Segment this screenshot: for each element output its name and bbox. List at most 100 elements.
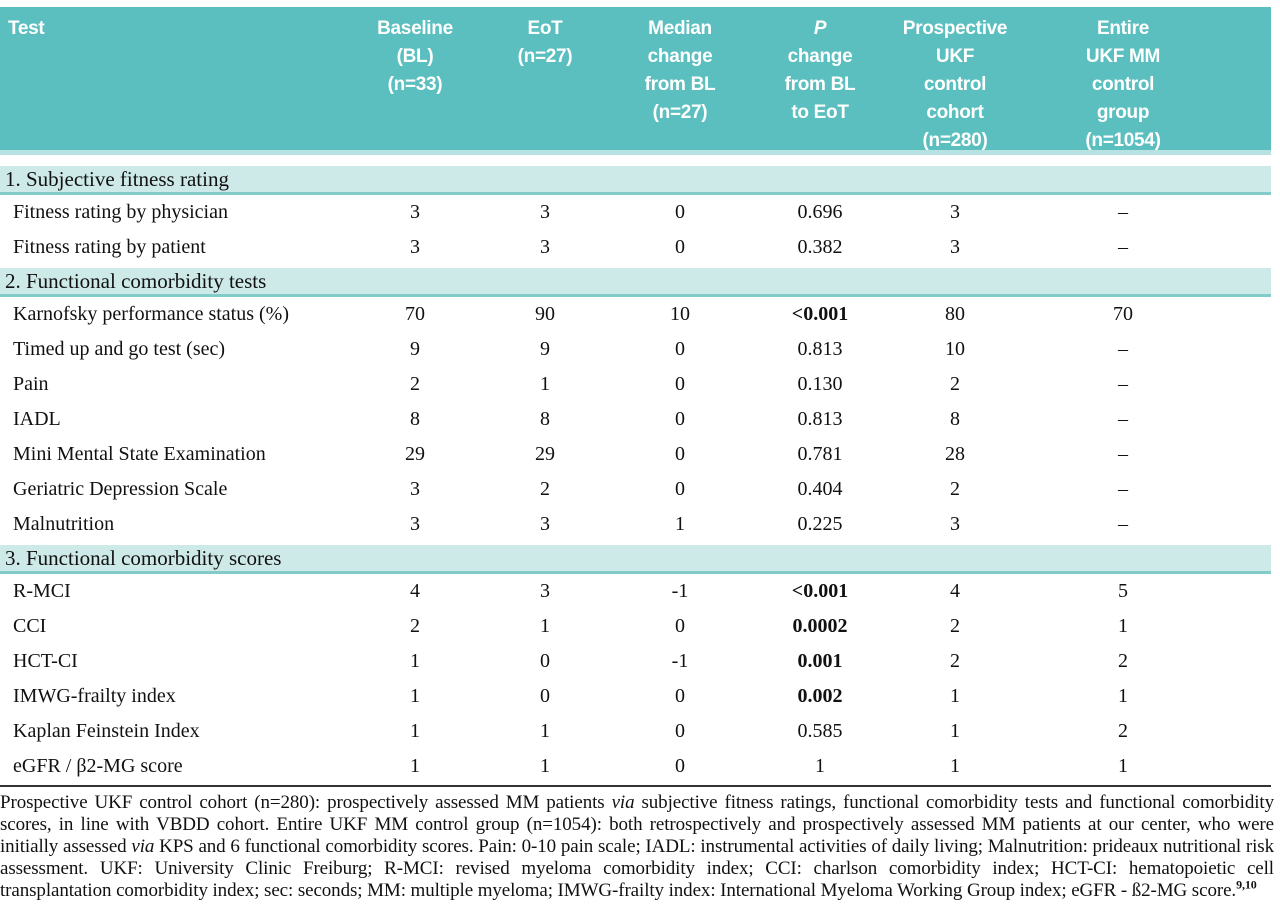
value-cell: 1 [410, 685, 420, 707]
value-cell: 2 [410, 373, 420, 395]
table-row: IMWG-frailty index 1 0 0 0.002 1 1 [0, 679, 1271, 714]
value-cell: 0 [675, 443, 685, 465]
value-cell: – [1118, 443, 1128, 465]
footnote-text: 9,10 [1236, 877, 1257, 892]
table-row: Kaplan Feinstein Index 1 1 0 0.585 1 2 [0, 714, 1271, 749]
p-value-cell: 0.781 [797, 443, 843, 465]
value-cell: 3 [410, 201, 420, 223]
value-cell: 0 [675, 236, 685, 258]
value-cell: 1 [950, 685, 960, 707]
value-cell: 29 [405, 443, 425, 465]
value-cell: 2 [1118, 650, 1128, 672]
value-cell: 0 [675, 338, 685, 360]
row-label: Geriatric Depression Scale [13, 478, 228, 500]
p-value-cell: 0.696 [797, 201, 843, 223]
value-cell: 1 [540, 615, 550, 637]
value-cell: 5 [1118, 580, 1128, 602]
value-cell: 3 [410, 478, 420, 500]
value-cell: 90 [535, 303, 555, 325]
value-cell: 1 [1118, 685, 1128, 707]
value-cell: 3 [410, 513, 420, 535]
value-cell: 2 [950, 478, 960, 500]
value-cell: 2 [950, 373, 960, 395]
footnote-text: via [611, 792, 635, 813]
footnote-text: via [131, 836, 155, 857]
value-cell: 1 [540, 373, 550, 395]
value-cell: 4 [410, 580, 420, 602]
value-cell: 0 [675, 478, 685, 500]
table-bottom-border [0, 785, 1271, 787]
table-row: CCI 2 1 0 0.0002 2 1 [0, 609, 1271, 644]
table-row: HCT-CI 1 0 -1 0.001 2 2 [0, 644, 1271, 679]
column-header: Median change from BL (n=27) [644, 18, 716, 123]
table-row: IADL 8 8 0 0.813 8 – [0, 402, 1271, 437]
table-row: Malnutrition 3 3 1 0.225 3 – [0, 507, 1271, 542]
p-value-cell: 0.130 [797, 373, 843, 395]
row-label: Pain [13, 373, 49, 395]
value-cell: 8 [950, 408, 960, 430]
row-label: R-MCI [13, 580, 71, 602]
value-cell: 2 [410, 615, 420, 637]
value-cell: 2 [540, 478, 550, 500]
value-cell: 8 [540, 408, 550, 430]
value-cell: 10 [670, 303, 690, 325]
table-row: Timed up and go test (sec) 9 9 0 0.813 10 – [0, 332, 1271, 367]
value-cell: – [1118, 338, 1128, 360]
value-cell: 10 [945, 338, 965, 360]
value-cell: 28 [945, 443, 965, 465]
p-value-cell: 0.002 [797, 685, 843, 707]
value-cell: 1 [950, 755, 960, 777]
row-label: Kaplan Feinstein Index [13, 720, 200, 742]
table-footnote: Prospective UKF control cohort (n=280): … [0, 787, 1274, 902]
p-value-cell: 0.404 [797, 478, 843, 500]
p-value-cell: 0.001 [797, 650, 843, 672]
table-row: Mini Mental State Examination 29 29 0 0.781 2… [0, 437, 1271, 472]
value-cell: 1 [410, 650, 420, 672]
value-cell: 3 [540, 236, 550, 258]
value-cell: 0 [675, 720, 685, 742]
footnote-text: KPS and 6 functional comorbidity scores.… [0, 836, 1274, 901]
table-row: R-MCI 4 3 -1 <0.001 4 5 [0, 574, 1271, 609]
value-cell: 0 [540, 685, 550, 707]
row-label: eGFR / β2-MG score [13, 755, 183, 777]
value-cell: 3 [410, 236, 420, 258]
value-cell: 2 [950, 650, 960, 672]
value-cell: 0 [675, 615, 685, 637]
value-cell: 70 [1113, 303, 1133, 325]
value-cell: 4 [950, 580, 960, 602]
table-row: Fitness rating by patient 3 3 0 0.382 3 – [0, 230, 1271, 265]
section-header: 3. Functional comorbidity scores [0, 545, 1271, 574]
p-value-cell: 0.382 [797, 236, 843, 258]
p-value-cell: 0.813 [797, 408, 843, 430]
value-cell: 3 [540, 513, 550, 535]
value-cell: 1 [950, 720, 960, 742]
p-value-cell: 1 [815, 755, 825, 777]
value-cell: 1 [410, 755, 420, 777]
row-label: Karnofsky performance status (%) [13, 303, 290, 325]
p-value-cell: 0.585 [797, 720, 843, 742]
value-cell: – [1118, 201, 1128, 223]
value-cell: 1 [540, 755, 550, 777]
value-cell: 9 [410, 338, 420, 360]
value-cell: 3 [950, 236, 960, 258]
p-value-cell: 0.225 [797, 513, 843, 535]
value-cell: – [1118, 408, 1128, 430]
row-label: IADL [13, 408, 61, 430]
table-row: Karnofsky performance status (%) 70 90 10 <0… [0, 297, 1271, 332]
table-header-row: Test Baseline (BL) (n=33) EoT (n=27) Median… [0, 7, 1271, 155]
value-cell: 80 [945, 303, 965, 325]
column-header: Test [8, 18, 45, 39]
column-header: Entire UKF MM control group (n=1054) [1085, 18, 1161, 151]
p-value-cell: <0.001 [791, 580, 849, 602]
value-cell: 3 [950, 513, 960, 535]
table-body: 1. Subjective fitness rating Fitness rati… [0, 166, 1271, 784]
value-cell: – [1118, 478, 1128, 500]
p-value-cell: 0.0002 [792, 615, 848, 637]
table-row: Fitness rating by physician 3 3 0 0.696 3 – [0, 195, 1271, 230]
column-header: Baseline (BL) (n=33) [377, 18, 453, 95]
value-cell: 3 [540, 201, 550, 223]
value-cell: 1 [675, 513, 685, 535]
row-label: Mini Mental State Examination [13, 443, 266, 465]
section-header: 1. Subjective fitness rating [0, 166, 1271, 195]
value-cell: – [1118, 373, 1128, 395]
